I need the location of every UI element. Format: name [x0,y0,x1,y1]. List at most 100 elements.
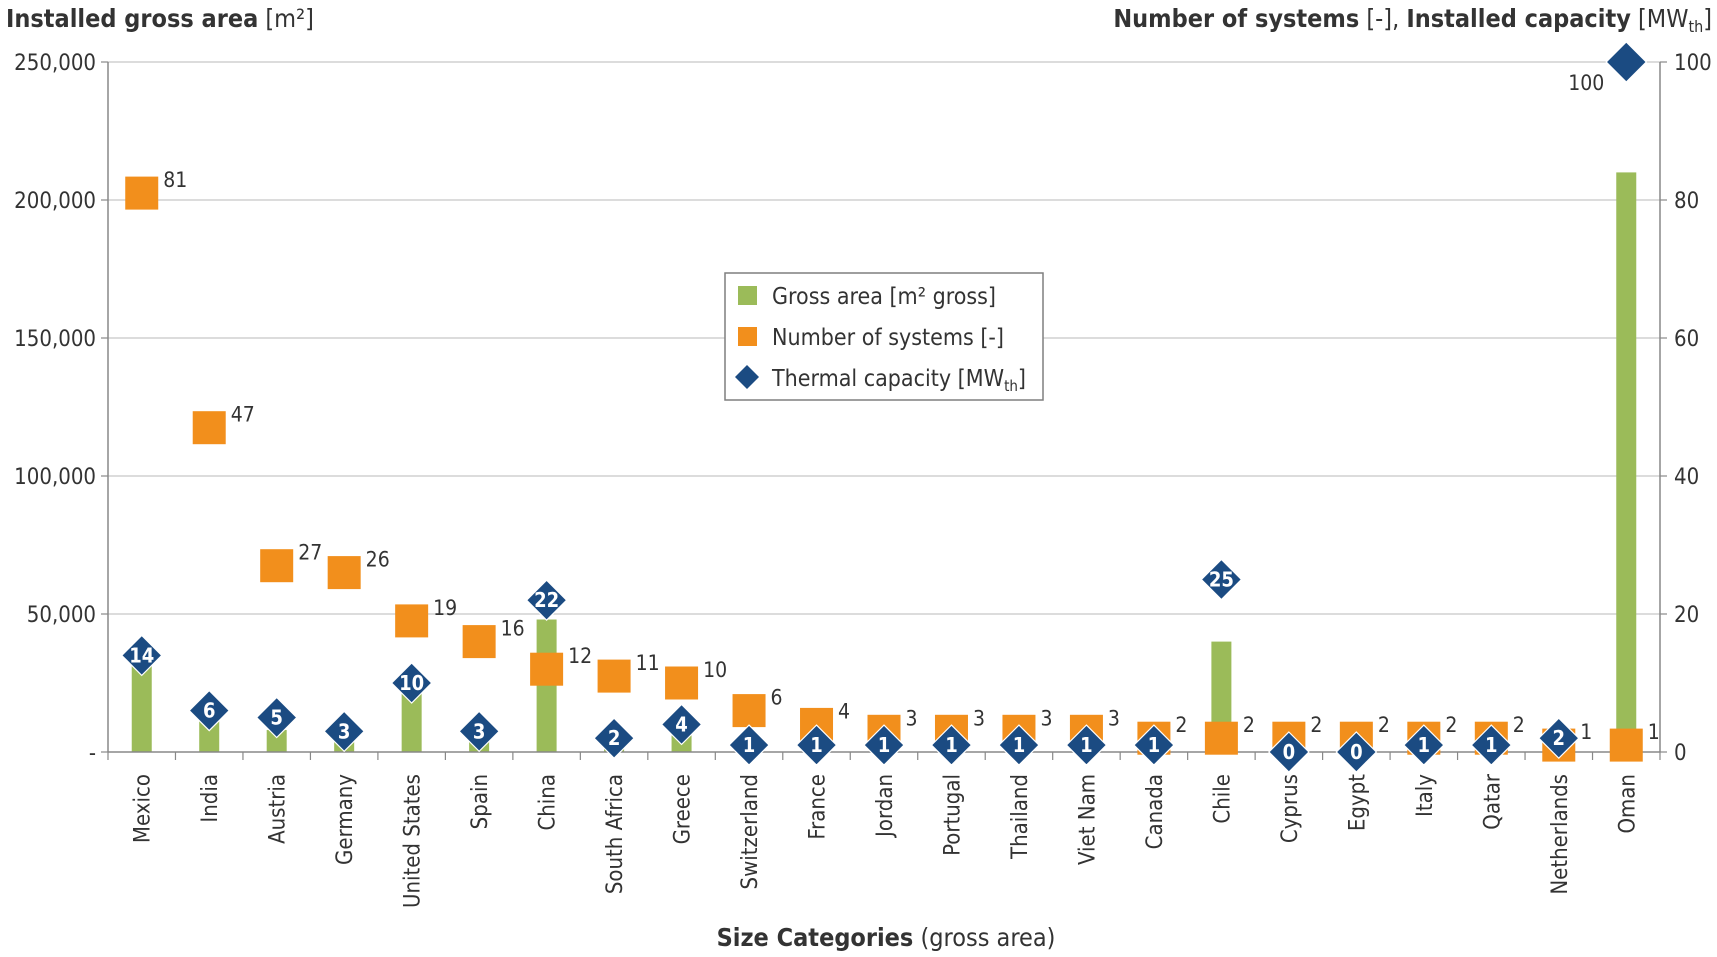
label-number-of-systems-india: 47 [231,403,255,427]
category-label-mexico: Mexico [131,774,156,843]
label-number-of-systems-canada: 2 [1175,713,1187,737]
category-label-france: France [806,774,831,840]
axis-ticks: -50,000100,000150,000200,000250,00002040… [14,51,1712,766]
y-left-title-bold: Installed gross area [6,4,258,33]
label-thermal-capacity-portugal: 1 [945,733,958,757]
category-label-thailand: Thailand [1008,774,1033,860]
marker-thermal-capacity-greece [660,703,703,746]
marker-number-of-systems-greece [665,666,699,700]
y-right-title-bold: Number of systems [1113,4,1359,33]
marker-number-of-systems-united-states [395,604,429,638]
marker-number-of-systems-austria [260,549,294,583]
marker-number-of-systems-china [530,652,564,686]
category-label-jordan: Jordan [873,774,898,839]
marker-thermal-capacity-oman [1605,41,1648,83]
legend-swatch-number-of-systems [738,327,757,346]
label-thermal-capacity-canada: 1 [1148,733,1161,757]
marker-thermal-capacity-india [188,689,231,732]
marker-number-of-systems-oman [1609,728,1643,762]
marker-thermal-capacity-france [795,724,838,766]
legend-label-number-of-systems: Number of systems [-] [772,325,1004,351]
category-label-italy: Italy [1413,774,1438,817]
category-label-china: China [536,774,561,831]
label-thermal-capacity-germany: 3 [338,719,351,743]
label-number-of-systems-qatar: 2 [1513,713,1525,737]
legend-label-gross-area: Gross area [m² gross] [772,284,996,310]
bar-gross-area-mexico [131,663,152,752]
y-right-axis-title: Number of systems [-], Installed capacit… [1113,4,1712,36]
marker-thermal-capacity-united-states [390,662,433,704]
category-label-india: India [198,774,223,823]
x-axis-title: Size Categories (gross area) [717,923,1056,952]
category-label-netherlands: Netherlands [1548,774,1573,895]
y-right-title-sub: th [1688,17,1703,36]
label-thermal-capacity-netherlands: 2 [1553,726,1566,750]
legend-thermal-end: ] [1018,366,1026,392]
bar-gross-area-austria [266,729,287,752]
label-thermal-capacity-united-states: 10 [399,671,424,695]
y-right-tick-label: 0 [1674,741,1687,766]
marker-thermal-capacity-viet-nam [1065,724,1108,766]
label-number-of-systems-thailand: 3 [1040,706,1052,730]
label-number-of-systems-germany: 26 [366,548,390,572]
marker-number-of-systems-mexico [125,176,159,210]
y-right-title-unit: [MW [1631,4,1689,33]
marker-thermal-capacity-egypt [1335,731,1378,773]
category-label-oman: Oman [1615,774,1640,834]
label-number-of-systems-china: 12 [568,644,592,668]
bar-gross-area-oman [1616,172,1637,752]
marker-number-of-systems-south-africa [597,659,631,693]
legend-label-thermal-capacity: Thermal capacity [MWth] [771,366,1026,395]
label-number-of-systems-cyprus: 2 [1310,713,1322,737]
label-number-of-systems-chile: 2 [1243,713,1255,737]
x-title-bold: Size Categories [717,923,914,952]
label-thermal-capacity-viet-nam: 1 [1080,733,1093,757]
y-left-tick-label: - [89,741,96,766]
category-label-cyprus: Cyprus [1278,774,1303,843]
category-label-spain: Spain [468,774,493,829]
marker-number-of-systems-spain [462,625,496,659]
legend-box [724,272,1044,401]
label-number-of-systems-south-africa: 11 [636,651,660,675]
marker-thermal-capacity-portugal [930,724,973,766]
marker-thermal-capacity-mexico [120,634,163,677]
label-number-of-systems-italy: 2 [1445,713,1457,737]
y-left-tick-label: 50,000 [27,603,96,628]
category-label-switzerland: Switzerland [738,774,763,889]
marker-thermal-capacity-spain [458,710,500,753]
y-right-tick-label: 80 [1674,189,1699,214]
marker-thermal-capacity-jordan [863,724,905,766]
category-label-greece: Greece [671,774,696,844]
label-number-of-systems-jordan: 3 [906,706,918,730]
label-number-of-systems-united-states: 19 [433,596,457,620]
label-thermal-capacity-oman: 100 [1568,71,1604,95]
marker-thermal-capacity-china [525,579,568,622]
label-number-of-systems-switzerland: 6 [771,686,783,710]
label-number-of-systems-oman: 1 [1648,720,1660,744]
y-left-axis-title: Installed gross area [m²] [6,4,314,33]
bar-gross-area-china [536,619,557,752]
label-thermal-capacity-austria: 5 [270,706,283,730]
label-thermal-capacity-qatar: 1 [1485,733,1498,757]
y-left-tick-label: 250,000 [14,51,96,76]
label-thermal-capacity-cyprus: 0 [1283,740,1296,764]
marker-thermal-capacity-thailand [998,724,1040,766]
bar-gross-area-united-states [401,683,422,752]
marker-number-of-systems-switzerland [732,694,766,728]
marker-thermal-capacity-qatar [1470,724,1513,766]
marker-thermal-capacity-switzerland [728,724,770,766]
category-label-south-africa: South Africa [603,774,628,894]
category-labels: Mexico India Austria Germany United States Sp… [131,773,1641,908]
marker-thermal-capacity-austria [255,696,298,739]
marker-thermal-capacity-italy [1402,724,1445,766]
label-thermal-capacity-south-africa: 2 [608,726,621,750]
y-left-title-unit: [m²] [258,4,314,33]
marker-thermal-capacity-cyprus [1268,731,1310,773]
marker-number-of-systems-chile [1204,721,1238,755]
legend-swatch-thermal-capacity [735,365,759,389]
legend-swatch-gross-area [738,286,757,305]
y-right-tick-label: 40 [1674,465,1699,490]
